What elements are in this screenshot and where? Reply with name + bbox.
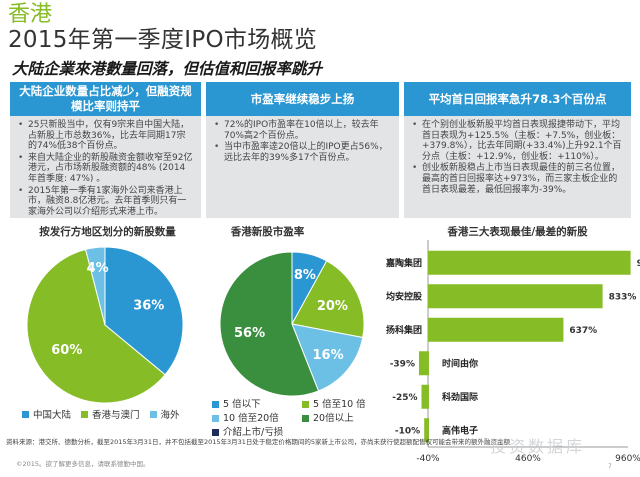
x-tick-1: 460% <box>515 454 541 464</box>
legend-item-0-2: 海外 <box>149 407 180 421</box>
source-footnote: 资料来源：港交所、德勤分析，截至2015年3月31日，并不包括截至2015年3月… <box>6 438 511 446</box>
legend-label-1-4: 介紹上市/亏损 <box>223 427 284 438</box>
panel-bullet: 创业板新股稳占上市当日表现最佳的前三名位置，最高的首日回报率达+973%，而三家… <box>412 163 623 195</box>
bar-0 <box>428 250 631 275</box>
legend-item-1-1: 5 倍至10 倍 <box>302 398 392 411</box>
bar-category-2: 扬科集团 <box>386 324 422 336</box>
legend-item-1-3: 20倍以上 <box>302 412 392 425</box>
legend-pe: 5 倍以下 5 倍至10 倍 10 倍至20倍 20倍以上介紹上市/亏损 <box>212 398 402 440</box>
panel-mainland-share: 大陆企业数量占比减少，但融资规模比率则持平 25只新股当中，仅有9宗来自中国大陆… <box>10 82 201 218</box>
legend-swatch-0-1 <box>81 410 89 418</box>
bar-value-1: 833% <box>609 292 637 302</box>
legend-label-0-2: 海外 <box>160 410 180 421</box>
bar-5 <box>424 418 429 443</box>
x-tick-0: -40% <box>416 454 440 464</box>
legend-swatch-1-3 <box>302 415 309 422</box>
bar-value-2: 637% <box>569 326 597 336</box>
region-label: 香港 <box>8 2 53 27</box>
panel-bullet: 在个别创业板新股平均首日表现报捷带动下，平均首日表现为+125.5%（主板：+7… <box>412 120 623 162</box>
bar-chart-performance: 嘉陶集团 973% 均安控股 833% 扬科集团 637% 时间由你 -39% 科劲国际 -25%… <box>385 240 640 464</box>
legend-label-1-2: 10 倍至20倍 <box>223 413 279 424</box>
bar-2 <box>428 317 564 342</box>
legend-region: 中国大陆 香港与澳门 海外 <box>22 407 212 421</box>
legend-label-0-0: 中国大陆 <box>33 410 72 421</box>
pie-label-1-3: 56% <box>234 326 265 341</box>
pie-slice-0-1 <box>26 248 166 404</box>
page-number: 7 <box>608 463 612 470</box>
bar-category-3: 时间由你 <box>442 357 478 369</box>
pie-slice-0-0 <box>104 246 184 376</box>
panel-bullet: 当中市盈率逹20倍以上的IPO更占56%，远比去年的39%多17个百份点。 <box>214 142 391 163</box>
page-subtitle: 大陆企業來港數量回落，但估值和回报率跳升 <box>12 60 323 78</box>
legend-swatch-1-2 <box>212 415 219 422</box>
x-tick-2: 960% <box>615 454 640 464</box>
pie-chart-region: 36% 60% 4% <box>26 246 184 404</box>
legend-item-1-2: 10 倍至20倍 <box>212 412 302 425</box>
panel-heading: 平均首日回报率急升78.3个百份点 <box>404 82 631 116</box>
pie-label-1-0: 8% <box>294 268 316 283</box>
pie-slice-1-3 <box>219 251 320 397</box>
bar-3 <box>418 351 429 376</box>
bar-1 <box>428 284 603 309</box>
pie-label-0-0: 36% <box>133 298 164 313</box>
bar-category-5: 高伟电子 <box>442 424 478 436</box>
bar-category-1: 均安控股 <box>386 290 423 302</box>
pie-slice-1-1 <box>291 260 365 339</box>
legend-swatch-1-0 <box>212 401 219 408</box>
legend-item-1-0: 5 倍以下 <box>212 398 302 411</box>
panel-bullet: 2015年第一季有1家海外公司来香港上市，融资8.8亿港元。去年首季则只有一家海… <box>18 186 193 218</box>
watermark: 投资数据库 <box>490 437 586 456</box>
chart-title-performance: 香港三大表现最佳/最差的新股 <box>447 226 588 238</box>
bar-4 <box>421 384 429 409</box>
bar-value-5: -10% <box>395 426 420 436</box>
bar-value-0: 973% <box>637 259 640 269</box>
bar-category-4: 科劲国际 <box>442 391 478 403</box>
pie-slice-0-2 <box>84 246 106 326</box>
pie-label-1-2: 16% <box>312 348 343 363</box>
panel-bullet: 72%的IPO市盈率在10倍以上，较去年70%高2个百份点。 <box>214 120 391 141</box>
panel-heading: 大陆企业数量占比减少，但融资规模比率则持平 <box>10 82 201 116</box>
legend-item-1-4: 介紹上市/亏损 <box>212 426 302 439</box>
panel-bullet: 25只新股当中，仅有9宗来自中国大陆，占新股上市总数36%，比去年同期17宗的7… <box>18 120 193 152</box>
pie-slice-1-2 <box>291 323 364 392</box>
pie-label-1-1: 20% <box>317 299 348 314</box>
legend-label-1-1: 5 倍至10 倍 <box>313 399 366 410</box>
bar-category-0: 嘉陶集团 <box>385 257 422 269</box>
chart-title-region: 按发行方地区划分的新股数量 <box>39 226 176 238</box>
legend-swatch-1-4 <box>212 429 219 436</box>
panel-heading: 市盈率继续稳步上扬 <box>206 82 399 116</box>
bar-value-4: -25% <box>392 393 417 403</box>
panel-pe-ratio: 市盈率继续稳步上扬 72%的IPO市盈率在10倍以上，较去年70%高2个百份点。… <box>206 82 399 218</box>
legend-label-1-3: 20倍以上 <box>313 413 354 424</box>
copyright-text: ©2015。欲了解更多信息，请联系德勤中国。 <box>16 460 150 468</box>
page-title: 2015年第一季度IPO市场概览 <box>8 27 318 53</box>
panel-bullet: 来自大陆企业的新股融资金额收窄至92亿港元，占市场新股融资额的48% (2014… <box>18 153 193 185</box>
legend-swatch-0-0 <box>22 410 29 418</box>
legend-swatch-1-1 <box>302 401 309 408</box>
legend-swatch-0-2 <box>149 410 157 418</box>
bar-value-3: -39% <box>390 359 415 369</box>
panel-first-day-return: 平均首日回报率急升78.3个百份点 在个别创业板新股平均首日表现报捷带动下，平均… <box>404 82 631 218</box>
chart-title-pe: 香港新股市盈率 <box>230 226 305 238</box>
legend-item-0-0: 中国大陆 <box>22 407 71 421</box>
pie-chart-pe: 8% 20% 16% 56% <box>219 251 365 397</box>
legend-label-1-0: 5 倍以下 <box>223 399 261 410</box>
pie-label-0-2: 4% <box>87 261 109 276</box>
legend-item-0-1: 香港与澳门 <box>81 407 140 421</box>
pie-label-0-1: 60% <box>51 343 82 358</box>
legend-label-0-1: 香港与澳门 <box>92 410 140 421</box>
